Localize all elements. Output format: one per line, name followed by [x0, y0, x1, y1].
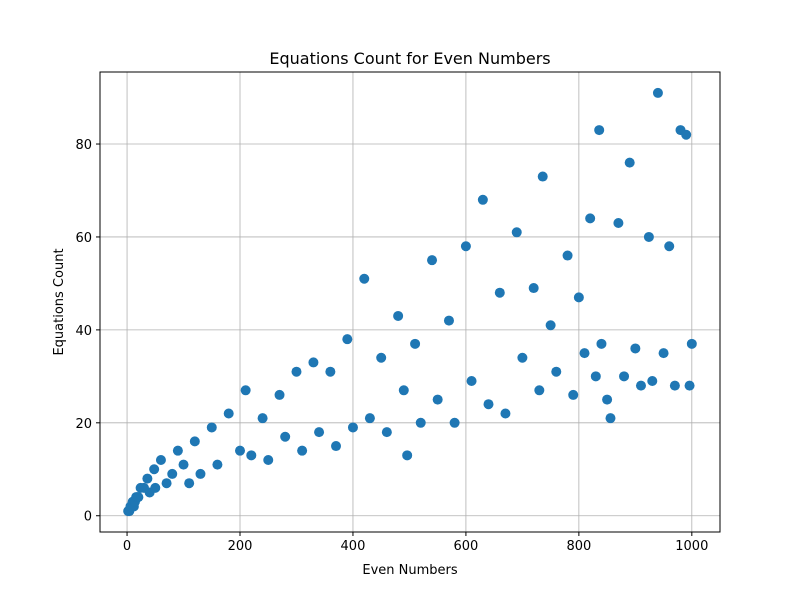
point	[246, 450, 257, 461]
point	[511, 227, 522, 238]
x-tick-label: 0	[123, 539, 131, 554]
x-tick-label: 400	[341, 539, 366, 554]
point	[562, 250, 573, 261]
point	[308, 357, 319, 368]
point	[297, 445, 308, 456]
point	[624, 157, 635, 168]
y-tick-label: 60	[75, 231, 92, 246]
point	[466, 375, 477, 386]
point	[573, 292, 584, 303]
point	[643, 231, 654, 242]
point	[669, 380, 680, 391]
point	[149, 464, 160, 475]
point	[133, 492, 144, 503]
point	[195, 468, 206, 479]
point	[605, 413, 616, 424]
point	[500, 408, 511, 419]
point	[359, 273, 370, 284]
point	[477, 194, 488, 205]
point	[658, 348, 669, 359]
point	[325, 366, 336, 377]
point	[647, 375, 658, 386]
point	[551, 366, 562, 377]
point	[534, 385, 545, 396]
point	[167, 468, 178, 479]
point	[415, 417, 426, 428]
point	[410, 338, 421, 349]
point	[568, 389, 579, 400]
point	[381, 427, 392, 438]
point	[630, 343, 641, 354]
point	[342, 334, 353, 345]
x-tick-label: 800	[566, 539, 591, 554]
point	[443, 315, 454, 326]
point	[172, 445, 183, 456]
point	[664, 241, 675, 252]
y-tick-label: 40	[75, 324, 92, 339]
point	[652, 87, 663, 98]
point	[347, 422, 358, 433]
point	[686, 338, 697, 349]
point	[393, 310, 404, 321]
y-axis-label: Equations Count	[52, 248, 67, 355]
x-axis-label: Even Numbers	[362, 563, 457, 578]
point	[280, 431, 291, 442]
point	[291, 366, 302, 377]
point	[189, 436, 200, 447]
x-tick-label: 1000	[675, 539, 708, 554]
point	[537, 171, 548, 182]
point	[545, 320, 556, 331]
point	[223, 408, 234, 419]
point	[579, 348, 590, 359]
point	[596, 338, 607, 349]
point	[432, 394, 443, 405]
point	[184, 478, 195, 489]
point	[460, 241, 471, 252]
point	[613, 218, 624, 229]
point	[142, 473, 153, 484]
point	[517, 352, 528, 363]
point	[594, 125, 605, 136]
point	[206, 422, 217, 433]
point	[449, 417, 460, 428]
point	[590, 371, 601, 382]
point	[494, 287, 505, 298]
chart-title: Equations Count for Even Numbers	[269, 49, 550, 68]
point	[178, 459, 189, 470]
point	[585, 213, 596, 224]
point	[331, 441, 342, 452]
point	[684, 380, 695, 391]
y-tick-label: 0	[84, 510, 92, 525]
point	[602, 394, 613, 405]
point	[402, 450, 413, 461]
point	[240, 385, 251, 396]
x-tick-label: 200	[228, 539, 253, 554]
point	[161, 478, 172, 489]
point	[235, 445, 246, 456]
x-tick-label: 600	[453, 539, 478, 554]
plot-frame	[99, 71, 721, 533]
point	[274, 389, 285, 400]
point	[635, 380, 646, 391]
point	[619, 371, 630, 382]
point	[155, 454, 166, 465]
point	[263, 454, 274, 465]
point	[364, 413, 375, 424]
point	[528, 283, 539, 294]
y-tick-label: 20	[75, 417, 92, 432]
y-tick-label: 80	[75, 138, 92, 153]
point	[483, 399, 494, 410]
point	[681, 129, 692, 140]
point	[398, 385, 409, 396]
point	[427, 255, 438, 266]
point	[212, 459, 223, 470]
point	[314, 427, 325, 438]
point	[150, 482, 161, 493]
point	[376, 352, 387, 363]
point	[257, 413, 268, 424]
